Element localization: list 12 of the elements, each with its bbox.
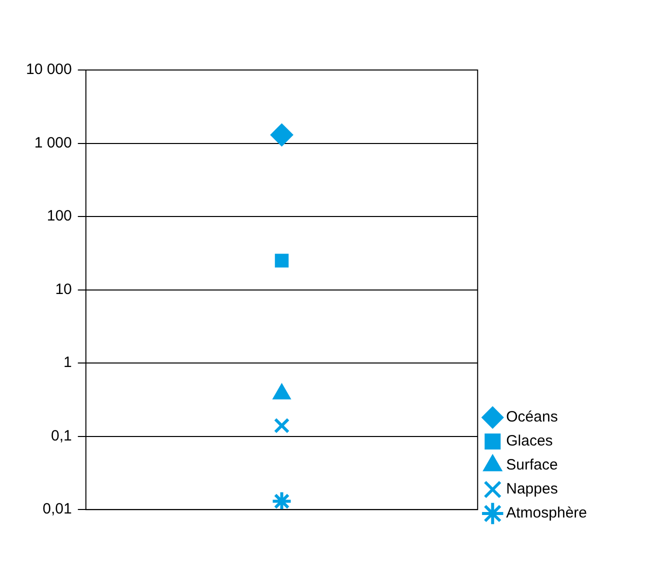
y-tick-label: 10 000 xyxy=(26,61,72,78)
legend-label: Nappes xyxy=(506,480,558,498)
y-tick-label: 1 000 xyxy=(34,134,72,152)
legend-label: Surface xyxy=(506,456,558,474)
y-tick-label: 0,1 xyxy=(51,427,72,444)
legend-label: Océans xyxy=(506,408,558,426)
y-tick-label: 10 xyxy=(55,280,72,298)
legend-label: Glaces xyxy=(506,432,553,450)
legend-label: Atmosphère xyxy=(506,504,587,522)
y-tick-label: 100 xyxy=(46,208,72,225)
y-tick-label: 1 xyxy=(64,354,72,372)
y-tick-label: 0,01 xyxy=(42,500,72,518)
